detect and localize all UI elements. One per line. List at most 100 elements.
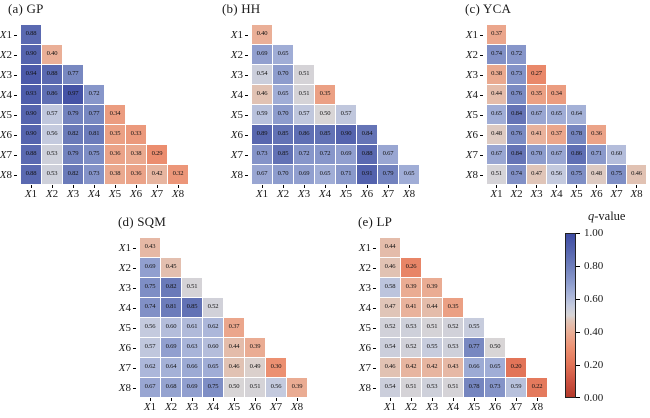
heatmap-cell: 0.77	[84, 105, 104, 124]
heatmap-cell: 0.88	[21, 145, 41, 164]
y-axis-tick	[245, 74, 248, 76]
x-axis-tick	[150, 398, 151, 401]
y-axis-label: X5	[220, 107, 248, 126]
heatmap-cell: 0.54	[252, 65, 272, 84]
heatmap-cell: 0.60	[607, 145, 626, 164]
y-axis-label: X5	[348, 320, 376, 339]
heatmap-cell: 0.32	[168, 165, 188, 184]
heatmap-cell: 0.65	[485, 358, 505, 377]
heatmap-cell: 0.56	[266, 378, 286, 397]
heatmap-cell: 0.78	[567, 125, 586, 144]
heatmap-cell: 0.79	[63, 105, 83, 124]
colorbar-tick	[576, 397, 580, 398]
colorbar-tick	[576, 332, 580, 333]
heatmap-cell: 0.40	[42, 45, 62, 64]
y-axis-tick	[245, 154, 248, 156]
heatmap-cell: 0.90	[336, 125, 356, 144]
x-axis-tick	[325, 185, 326, 188]
heatmap-cell: 0.38	[487, 65, 506, 84]
x-axis-label: X8	[290, 401, 304, 413]
heatmap-cell: 0.55	[422, 338, 442, 357]
x-axis-tick	[283, 185, 284, 188]
y-axis-label: X3	[108, 280, 136, 299]
heatmap-cell: 0.75	[203, 378, 223, 397]
x-axis-label: X7	[150, 188, 164, 200]
heatmap-cell: 0.69	[294, 165, 314, 184]
heatmap-cell: 0.37	[487, 25, 506, 44]
x-axis-label: X6	[129, 188, 143, 200]
heatmap-cell: 0.90	[21, 45, 41, 64]
x-axis-label: X5	[108, 188, 122, 200]
x-axis-tick	[276, 398, 277, 401]
heatmap-cell: 0.68	[161, 378, 181, 397]
x-axis-tick	[556, 185, 557, 188]
heatmap-cell: 0.51	[487, 165, 506, 184]
heatmap-cell: 0.51	[443, 378, 463, 397]
x-axis-label: X7	[509, 401, 523, 413]
heatmap-cell: 0.34	[105, 105, 125, 124]
heatmap-cell: 0.56	[547, 165, 566, 184]
heatmap-cell: 0.49	[245, 358, 265, 377]
heatmap-cell: 0.54	[380, 378, 400, 397]
heatmap-cell: 0.81	[84, 125, 104, 144]
heatmap-cell: 0.63	[182, 338, 202, 357]
panel-title-hh: (b) HH	[222, 1, 261, 16]
y-axis-label: X4	[0, 87, 17, 106]
heatmap-cell: 0.93	[21, 85, 41, 104]
y-axis-label: X2	[348, 260, 376, 279]
heatmap-cell: 0.40	[252, 25, 272, 44]
y-axis-tick	[480, 114, 483, 116]
x-axis-tick	[496, 185, 497, 188]
heatmap-cell: 0.75	[140, 278, 160, 297]
x-axis-label: X2	[164, 401, 178, 413]
heatmap-cell: 0.67	[527, 105, 546, 124]
heatmap-cell: 0.88	[21, 165, 41, 184]
y-axis-tick	[480, 54, 483, 56]
y-axis-label: X2	[0, 47, 17, 66]
heatmap-cell: 0.42	[147, 165, 167, 184]
heatmap-cell: 0.46	[252, 85, 272, 104]
y-axis-tick	[373, 307, 376, 309]
heatmap-cell: 0.57	[294, 105, 314, 124]
colorbar-tick-label: 1.00	[584, 227, 604, 239]
heatmap-cell: 0.60	[161, 318, 181, 337]
y-axis-label: X2	[108, 260, 136, 279]
heatmap-cell: 0.86	[567, 145, 586, 164]
heatmap-cell: 0.26	[401, 258, 421, 277]
heatmap-cell: 0.46	[380, 258, 400, 277]
heatmap-cell: 0.52	[401, 338, 421, 357]
y-axis-tick	[14, 154, 17, 156]
heatmap-cell: 0.50	[224, 378, 244, 397]
heatmap-cell: 0.30	[266, 358, 286, 377]
colorbar-gradient	[565, 233, 576, 398]
heatmap-cell: 0.51	[182, 278, 202, 297]
heatmap-cell: 0.70	[527, 145, 546, 164]
x-axis-label: X6	[488, 401, 502, 413]
heatmap-cell: 0.37	[224, 318, 244, 337]
heatmap-cell: 0.82	[161, 278, 181, 297]
x-axis-tick	[409, 185, 410, 188]
heatmap-cell: 0.35	[443, 298, 463, 317]
heatmap-cell: 0.82	[63, 125, 83, 144]
x-axis-tick	[171, 398, 172, 401]
y-axis-tick	[14, 134, 17, 136]
heatmap-cell: 0.67	[140, 378, 160, 397]
heatmap-cell: 0.73	[84, 165, 104, 184]
y-axis-label: X4	[348, 300, 376, 319]
heatmap-cell: 0.52	[380, 318, 400, 337]
colorbar-tick-label: 0.60	[584, 293, 604, 305]
y-axis-label: X1	[0, 27, 17, 46]
heatmap-cell: 0.45	[161, 258, 181, 277]
x-axis-label: X6	[360, 188, 374, 200]
y-axis-label: X2	[455, 47, 483, 66]
heatmap-cell: 0.69	[182, 378, 202, 397]
colorbar-tick-label: 0.20	[584, 359, 604, 371]
heatmap-cell: 0.44	[380, 238, 400, 257]
heatmap-cell: 0.72	[294, 145, 314, 164]
heatmap-cell: 0.72	[315, 145, 335, 164]
x-axis-tick	[495, 398, 496, 401]
x-axis-tick	[388, 185, 389, 188]
y-axis-label: X3	[0, 67, 17, 86]
heatmap-cell: 0.39	[245, 338, 265, 357]
heatmap-cell: 0.56	[140, 318, 160, 337]
